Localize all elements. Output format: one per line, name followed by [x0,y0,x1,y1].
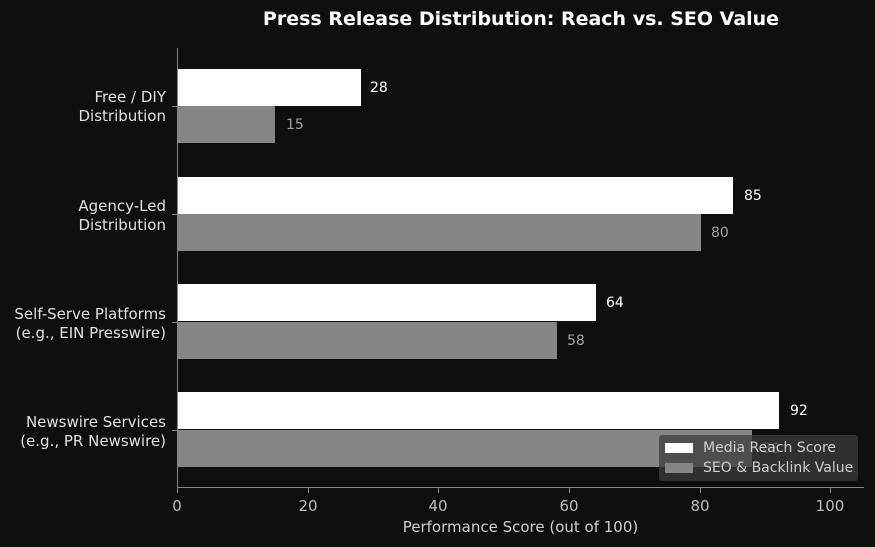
bar-reach-free-diy [178,69,361,106]
category-line: Free / DIY [94,88,166,106]
value-label: 80 [711,225,729,241]
category-line: Self-Serve Platforms [14,305,166,323]
bar-seo-self-serve [178,322,557,359]
category-label: Newswire Services (e.g., PR Newswire) [20,413,166,451]
value-label: 28 [370,80,388,96]
category-line: Distribution [78,107,166,125]
legend-swatch-white [665,443,693,453]
legend-item-seo: SEO & Backlink Value [665,460,853,476]
value-label: 92 [790,403,808,419]
y-tick [172,106,177,107]
chart-title: Press Release Distribution: Reach vs. SE… [262,8,780,30]
category-label: Free / DIY Distribution [78,88,166,126]
y-tick [172,430,177,431]
value-label: 15 [286,117,304,133]
x-tick-label: 100 [815,497,845,515]
category-line: (e.g., EIN Presswire) [15,324,166,342]
y-tick [172,214,177,215]
legend-swatch-gray [665,463,693,473]
bar-seo-free-diy [178,106,275,143]
legend-label: Media Reach Score [703,440,837,456]
x-tick-label: 20 [298,497,318,515]
x-tick [830,488,831,493]
x-tick [438,488,439,493]
x-tick-label: 0 [172,497,182,515]
x-axis-label: Performance Score (out of 100) [402,518,639,536]
y-tick [172,322,177,323]
bar-reach-agency [178,177,733,214]
bar-reach-self-serve [178,284,596,321]
value-label: 58 [567,333,585,349]
category-line: Agency-Led [78,197,166,215]
bar-seo-agency [178,214,701,251]
bar-seo-newswire [178,430,752,467]
x-tick [308,488,309,493]
value-label: 85 [744,188,762,204]
value-label: 64 [606,295,624,311]
category-line: Newswire Services [25,413,166,431]
x-tick [700,488,701,493]
x-tick-label: 60 [559,497,579,515]
x-tick-label: 80 [690,497,710,515]
legend: Media Reach Score SEO & Backlink Value [659,435,858,481]
category-line: Distribution [78,216,166,234]
category-label: Agency-Led Distribution [78,197,166,235]
bar-reach-newswire [178,392,779,429]
legend-label: SEO & Backlink Value [703,460,854,476]
category-line: (e.g., PR Newswire) [20,432,166,450]
x-tick-label: 40 [428,497,448,515]
legend-item-reach: Media Reach Score [665,440,836,456]
x-axis-spine [177,487,864,488]
x-tick [569,488,570,493]
y-axis-spine [177,48,178,487]
x-tick [177,488,178,493]
category-label: Self-Serve Platforms (e.g., EIN Presswir… [14,305,166,343]
